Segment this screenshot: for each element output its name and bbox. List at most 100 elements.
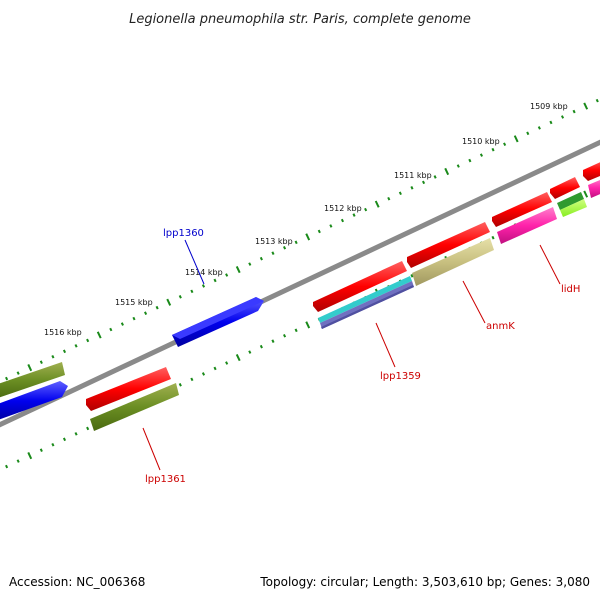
tick-mark: [364, 207, 368, 212]
gene-label-lpp1360[interactable]: lpp1360: [163, 228, 204, 239]
tick-mark: [387, 196, 391, 201]
tick-mark: [74, 344, 78, 348]
tick-mark: [86, 426, 90, 431]
gene-lidH-red[interactable]: [492, 192, 552, 227]
kbp-label-1511: 1511 kbp: [394, 171, 432, 180]
tick-mark: [421, 180, 426, 185]
gene-label-lpp1361[interactable]: lpp1361: [145, 474, 186, 485]
tick-mark: [225, 273, 229, 277]
gene-lpp1359-red[interactable]: [313, 261, 407, 312]
tick-mark: [27, 452, 33, 460]
gene-labels: lpp1360 lpp1361 lpp1359 anmK lidH: [145, 228, 580, 485]
tick-mark: [503, 142, 507, 147]
tick-mark: [39, 360, 43, 364]
forward-strand-genes: [0, 160, 600, 421]
tick-mark: [526, 131, 530, 136]
tick-mark: [410, 186, 414, 190]
leader-lpp1359: [375, 322, 396, 368]
gene-label-anmK[interactable]: anmK: [486, 321, 515, 332]
tick-mark: [27, 364, 33, 372]
tick-mark: [583, 190, 589, 198]
tick-mark: [595, 98, 599, 103]
tick-mark: [166, 298, 172, 306]
reverse-strand-genes: [90, 178, 600, 431]
tick-mark: [433, 175, 437, 179]
tick-mark: [491, 235, 495, 240]
kbp-label-1510: 1510 kbp: [462, 137, 500, 146]
tick-mark: [5, 464, 9, 469]
genome-backbone: [0, 139, 600, 428]
tick-mark: [190, 377, 194, 382]
tick-mark: [259, 344, 263, 349]
gene-anmK-red[interactable]: [407, 222, 490, 268]
tick-mark: [444, 167, 450, 176]
tick-mark: [132, 316, 136, 321]
tick-mark: [201, 372, 206, 376]
tick-mark: [190, 289, 194, 294]
gene-label-lidH[interactable]: lidH: [561, 284, 580, 295]
tick-mark: [549, 120, 553, 125]
tick-mark: [235, 265, 241, 274]
tick-mark: [479, 153, 483, 157]
gene-blue-left[interactable]: [0, 381, 68, 421]
kbp-label-1513: 1513 kbp: [255, 237, 293, 246]
leader-anmK: [462, 280, 486, 324]
tick-mark: [16, 459, 20, 463]
tick-mark: [468, 158, 472, 163]
tick-mark: [201, 284, 206, 288]
tick-mark: [398, 191, 402, 196]
tick-mark: [178, 295, 182, 299]
kbp-label-1509: 1509 kbp: [530, 102, 568, 111]
tick-mark: [144, 311, 148, 315]
gene-olive-left-top[interactable]: [0, 362, 65, 399]
tick-mark: [109, 327, 113, 332]
gene-red-small[interactable]: [550, 177, 580, 199]
tick-mark: [235, 353, 241, 362]
gene-lime-small[interactable]: [560, 199, 587, 217]
genome-summary: Topology: circular; Length: 3,503,610 bp…: [259, 575, 590, 589]
tick-mark: [51, 354, 55, 359]
tick-mark: [305, 321, 311, 329]
tick-mark: [271, 339, 275, 344]
leader-lidH: [539, 244, 561, 285]
gene-anmK-khaki[interactable]: [412, 238, 494, 286]
tick-mark: [51, 442, 55, 447]
kbp-label-1516: 1516 kbp: [44, 328, 82, 337]
tick-mark: [96, 331, 102, 339]
tick-mark: [374, 200, 380, 208]
gene-lpp1359-teal[interactable]: [318, 276, 412, 323]
tick-mark: [491, 147, 495, 152]
tick-mark: [572, 109, 576, 114]
page-title: Legionella pneumophila str. Paris, compl…: [129, 12, 471, 27]
tick-mark: [294, 328, 298, 333]
tick-mark: [62, 437, 67, 442]
leader-lpp1360: [184, 239, 205, 285]
tick-mark: [248, 350, 252, 354]
tick-mark: [352, 213, 356, 217]
kbp-label-1514: 1514 kbp: [185, 268, 223, 277]
tick-mark: [86, 338, 90, 343]
gene-lpp1361-olive[interactable]: [90, 383, 179, 431]
gene-magenta-right-edge[interactable]: [588, 178, 600, 198]
kbp-labels: 1509 kbp 1510 kbp 1511 kbp 1512 kbp 1513…: [44, 102, 568, 337]
gene-lpp1361-red[interactable]: [86, 367, 171, 411]
tick-mark: [583, 102, 589, 110]
tick-mark: [340, 218, 345, 223]
tick-mark: [537, 126, 541, 130]
tick-mark: [74, 432, 78, 436]
gene-green-small[interactable]: [557, 192, 584, 210]
accession-text: Accession: NC_006368: [9, 575, 145, 589]
label-leaders: [142, 239, 561, 471]
kbp-label-1515: 1515 kbp: [115, 298, 153, 307]
tick-mark: [560, 115, 565, 119]
tick-mark: [317, 229, 321, 234]
tick-mark: [213, 366, 217, 371]
tick-mark: [120, 322, 124, 326]
tick-mark: [5, 376, 9, 381]
gene-red-right-edge[interactable]: [583, 160, 600, 181]
tick-mark: [410, 274, 414, 278]
tick-mark: [213, 278, 217, 283]
gene-label-lpp1359[interactable]: lpp1359: [380, 371, 421, 382]
gene-lidH-magenta[interactable]: [497, 207, 557, 244]
